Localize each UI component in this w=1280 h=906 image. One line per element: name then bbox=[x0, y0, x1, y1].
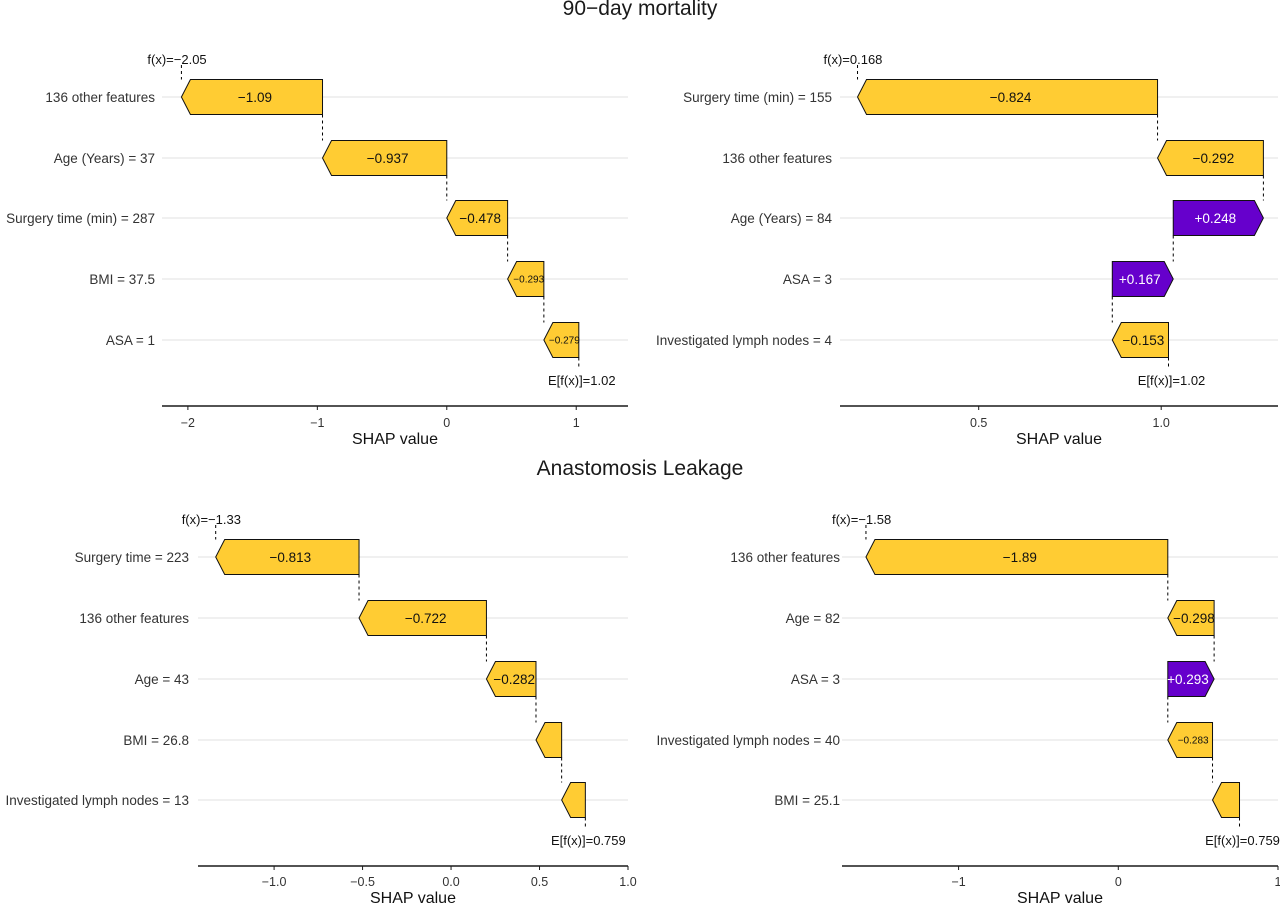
x-tick-label: −0.5 bbox=[350, 875, 375, 889]
feature-label: Surgery time (min) = 287 bbox=[6, 211, 155, 226]
x-tick-label: 0 bbox=[1115, 875, 1122, 889]
feature-label: Investigated lymph nodes = 13 bbox=[6, 793, 190, 808]
negative-shap-bar bbox=[215, 539, 360, 575]
bar-value-label: +0.167 bbox=[1119, 272, 1161, 287]
feature-label: BMI = 37.5 bbox=[89, 272, 155, 287]
bar-value-label: −0.283 bbox=[1178, 736, 1209, 747]
positive-shap-bar bbox=[1167, 661, 1215, 697]
bar-value-label: −0.153 bbox=[1123, 333, 1165, 348]
feature-label: Age = 43 bbox=[135, 672, 189, 687]
negative-shap-bar bbox=[507, 261, 545, 297]
feature-label: ASA = 3 bbox=[791, 672, 840, 687]
feature-label: 136 other features bbox=[45, 90, 155, 105]
section-title-mortality: 90−day mortality bbox=[562, 0, 718, 20]
feature-label: Surgery time (min) = 155 bbox=[683, 90, 832, 105]
x-tick-label: 0.5 bbox=[970, 416, 987, 430]
bar-value-label: −1.09 bbox=[238, 90, 272, 105]
bar-value-label: +0.293 bbox=[1167, 672, 1209, 687]
efx-label: E[f(x)]=0.759 bbox=[1205, 833, 1280, 848]
feature-label: Age = 82 bbox=[786, 611, 840, 626]
x-axis-title: SHAP value bbox=[1017, 890, 1103, 906]
x-tick-label: 1.0 bbox=[1153, 416, 1170, 430]
x-tick-label: 0.0 bbox=[442, 875, 459, 889]
efx-label: E[f(x)]=0.759 bbox=[551, 833, 626, 848]
x-tick-label: −1 bbox=[951, 875, 965, 889]
feature-label: BMI = 26.8 bbox=[123, 733, 189, 748]
x-tick-label: −2 bbox=[181, 416, 195, 430]
bar-value-label: −0.298 bbox=[1173, 611, 1215, 626]
efx-label: E[f(x)]=1.02 bbox=[548, 373, 616, 388]
negative-shap-bar bbox=[543, 322, 580, 358]
bar-value-label: +0.248 bbox=[1194, 211, 1236, 226]
negative-shap-bar bbox=[1167, 722, 1214, 758]
fx-label: f(x)=−2.05 bbox=[147, 52, 206, 67]
bar-value-label: −0.813 bbox=[270, 550, 312, 565]
fx-label: f(x)=−1.58 bbox=[832, 512, 891, 527]
bar-value-label: −0.824 bbox=[990, 90, 1032, 105]
bar-value-label: −1.89 bbox=[1003, 550, 1037, 565]
x-axis-title: SHAP value bbox=[352, 431, 438, 448]
x-axis-title: SHAP value bbox=[1016, 431, 1102, 448]
bar-value-label: −0.722 bbox=[405, 611, 447, 626]
feature-label: ASA = 1 bbox=[106, 333, 155, 348]
efx-label: E[f(x)]=1.02 bbox=[1138, 373, 1206, 388]
negative-shap-bar bbox=[1211, 782, 1241, 818]
feature-label: Investigated lymph nodes = 4 bbox=[656, 333, 832, 348]
section-title-leakage: Anastomosis Leakage bbox=[536, 457, 744, 480]
negative-shap-bar bbox=[856, 79, 1159, 115]
feature-label: 136 other features bbox=[722, 151, 832, 166]
feature-label: Investigated lymph nodes = 40 bbox=[657, 733, 841, 748]
x-tick-label: −1 bbox=[310, 416, 324, 430]
negative-shap-bar bbox=[485, 661, 537, 697]
negative-shap-bar bbox=[865, 539, 1169, 575]
negative-shap-bar bbox=[535, 722, 563, 758]
bar-value-label: −0.937 bbox=[367, 151, 409, 166]
bar-value-label: −0.478 bbox=[459, 211, 501, 226]
negative-shap-bar bbox=[1156, 140, 1264, 176]
bar-value-label: −0.279 bbox=[549, 336, 580, 347]
negative-shap-bar bbox=[1167, 600, 1215, 636]
feature-label: Age (Years) = 84 bbox=[731, 211, 833, 226]
x-tick-label: −1.0 bbox=[262, 875, 287, 889]
negative-shap-bar bbox=[1111, 322, 1169, 358]
feature-label: Age (Years) = 37 bbox=[54, 151, 155, 166]
feature-label: 136 other features bbox=[79, 611, 189, 626]
negative-shap-bar bbox=[446, 200, 509, 236]
negative-shap-bar bbox=[180, 79, 324, 115]
x-tick-label: 1.0 bbox=[619, 875, 636, 889]
feature-label: 136 other features bbox=[730, 550, 840, 565]
x-tick-label: 0 bbox=[443, 416, 450, 430]
bar-value-label: −0.293 bbox=[513, 275, 544, 286]
feature-label: BMI = 25.1 bbox=[774, 793, 840, 808]
positive-shap-bar bbox=[1111, 261, 1174, 297]
fx-label: f(x)=0.168 bbox=[824, 52, 883, 67]
positive-shap-bar bbox=[1172, 200, 1264, 236]
negative-shap-bar bbox=[561, 782, 586, 818]
x-axis-title: SHAP value bbox=[370, 890, 456, 906]
x-tick-label: 1 bbox=[1275, 875, 1280, 889]
bar-value-label: −0.292 bbox=[1193, 151, 1235, 166]
bar-value-label: −0.282 bbox=[493, 672, 535, 687]
feature-label: ASA = 3 bbox=[783, 272, 832, 287]
feature-label: Surgery time = 223 bbox=[75, 550, 189, 565]
x-tick-label: 1 bbox=[573, 416, 580, 430]
negative-shap-bar bbox=[358, 600, 487, 636]
fx-label: f(x)=−1.33 bbox=[182, 512, 241, 527]
negative-shap-bar bbox=[321, 140, 448, 176]
x-tick-label: 0.5 bbox=[531, 875, 548, 889]
